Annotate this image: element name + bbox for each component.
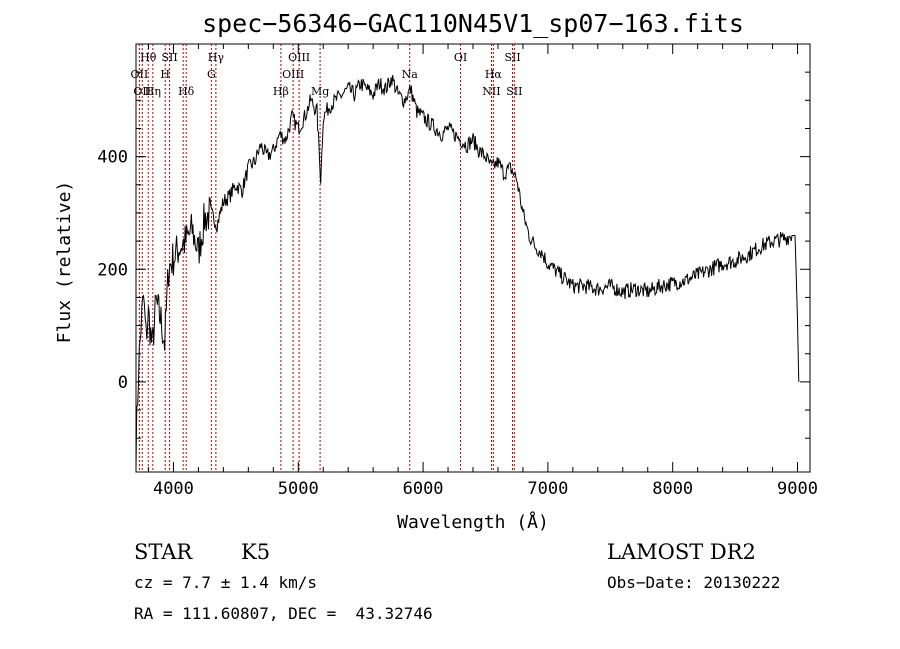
y-axis-label: Flux (relative) [54,181,75,344]
x-tick-label: 5000 [278,479,319,499]
x-axis-label: Wavelength (Å) [397,511,549,533]
axis-ticks: 4000 5000 6000 7000 8000 9000 0 200 400 [97,44,818,499]
spectral-line-label: Na [402,68,419,81]
spectral-line-label: Hθ [140,51,157,64]
spectral-line-label: OI [454,51,467,64]
x-tick-label: 7000 [527,479,568,499]
spectral-line-label: SII [506,85,522,98]
spectral-line-label: Hγ [208,51,225,64]
spectral-line-label: G [207,68,216,81]
plot-frame [135,43,811,473]
observation-date: Obs−Date: 20130222 [607,573,781,592]
spectral-line-label: Hδ [178,85,195,98]
spectral-line-label: OIII [288,51,310,64]
spectral-line-label: SII [161,51,177,64]
spectral-line-label: SII [504,51,520,64]
spectrum-series-line [135,74,800,470]
survey-name: LAMOST DR2 [607,540,756,564]
emission-line-markers: OII OII Hθ Hη H SII Hδ G Hγ Hβ OIII OIII Mg Na OI NII Hα… [131,44,522,472]
spectral-line-label: Hη [145,85,161,98]
x-tick-label: 6000 [403,479,444,499]
spectral-line-label: H [160,68,170,81]
x-tick-label: 8000 [652,479,693,499]
object-class: STAR [134,540,193,564]
spectral-line-label: OII [131,68,149,81]
spectral-line-label: NII [482,85,500,98]
y-tick-label: 0 [118,373,128,393]
spectral-line-label: Hβ [273,85,289,98]
spectral-line-label: OIII [282,68,304,81]
spectral-line-label: OII [133,85,151,98]
spectral-line-label: Hα [485,68,503,81]
y-tick-label: 400 [97,148,128,168]
x-tick-label: 4000 [153,479,194,499]
object-subclass: K5 [241,540,271,564]
chart-title: spec−56346−GAC110N45V1_sp07−163.fits [202,9,744,38]
sky-coordinates: RA = 111.60807, DEC = 43.32746 [134,604,433,623]
spectral-line-label: Mg [311,85,329,98]
x-tick-label: 9000 [777,479,818,499]
redshift-velocity: cz = 7.7 ± 1.4 km/s [134,573,318,592]
y-tick-label: 200 [97,260,128,280]
